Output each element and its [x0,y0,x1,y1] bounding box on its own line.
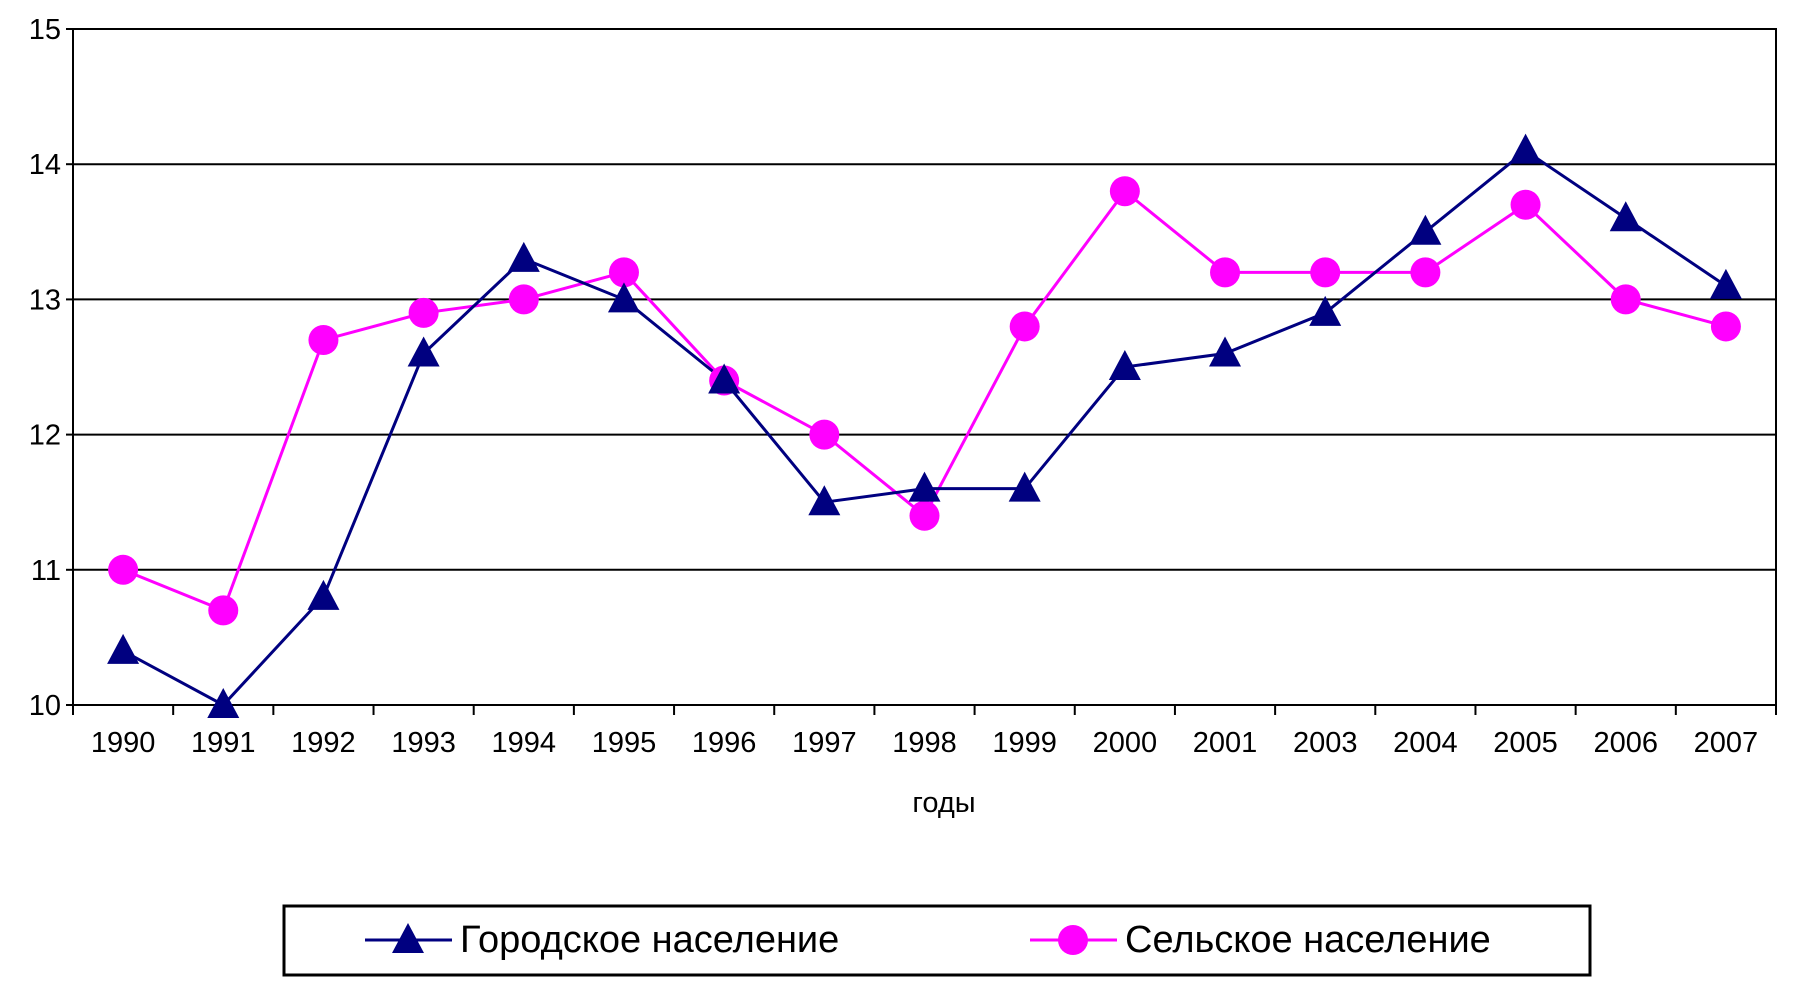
data-point-rural [909,500,940,531]
data-point-rural [408,297,439,328]
x-tick-label: 1993 [391,727,456,759]
data-point-urban [1108,350,1141,380]
x-tick-label: 1991 [191,727,256,759]
x-tick-label: 1997 [792,727,857,759]
x-axis-title: годы [912,787,975,819]
series-markers [107,133,1742,718]
y-axis-labels: 10 11 12 13 14 15 [29,14,73,722]
legend-entry-urban: Городское население [365,919,839,961]
x-tick-label: 1995 [592,727,657,759]
data-point-urban [307,579,340,610]
x-tick-label: 2004 [1393,727,1458,759]
data-point-rural [1510,189,1541,220]
data-point-urban [1209,336,1242,367]
data-point-rural [809,419,840,450]
data-point-urban [1509,133,1542,164]
data-point-rural [1310,257,1341,288]
legend-label-rural: Сельское население [1125,919,1491,961]
legend-marker-urban [392,923,424,953]
x-tick-label: 2005 [1493,727,1558,759]
x-tick-label: 2000 [1093,727,1158,759]
data-point-rural [208,595,239,626]
data-point-rural [608,257,639,288]
x-tick-label: 1992 [291,727,356,759]
x-axis-labels: 1990 1991 1992 1993 1994 1995 1996 1997 1998 1999… [91,727,1758,759]
x-tick-label: 1998 [892,727,957,759]
x-axis-ticks [72,705,1777,715]
y-tick-label: 11 [31,555,61,587]
grid-lines [73,163,1776,571]
data-point-urban [1409,214,1442,245]
x-tick-label: 2007 [1694,727,1759,759]
data-point-urban [1709,268,1742,299]
y-tick-label: 12 [29,420,61,452]
data-point-rural [1109,176,1140,207]
data-point-rural [508,284,539,315]
data-point-rural [108,554,139,585]
data-point-urban [908,471,941,502]
legend: Городское население Сельское население [282,904,1592,977]
data-point-urban [507,241,540,272]
y-tick-label: 15 [29,14,61,46]
data-point-rural [1210,257,1241,288]
data-point-urban [207,688,240,718]
x-tick-label: 2006 [1593,727,1658,759]
x-tick-label: 2003 [1293,727,1358,759]
data-point-urban [708,363,741,394]
x-tick-label: 1996 [692,727,757,759]
data-point-rural [1710,311,1741,342]
x-tick-label: 1994 [492,727,557,759]
data-point-rural [1410,257,1441,288]
x-tick-label: 1999 [992,727,1057,759]
data-point-rural [1009,311,1040,342]
legend-box [282,904,1592,977]
data-point-rural [308,324,339,355]
data-point-urban [107,633,140,664]
data-point-urban [808,485,841,516]
plot-area [72,28,1777,706]
data-point-urban [407,336,440,367]
x-tick-label: 2001 [1193,727,1258,759]
x-tick-label: 1990 [91,727,156,759]
y-tick-label: 10 [29,690,61,722]
data-point-urban [1008,471,1041,502]
y-tick-label: 13 [29,284,61,316]
data-point-urban [607,282,640,313]
y-tick-label: 14 [29,149,61,181]
legend-entry-rural: Сельское население [1030,919,1491,961]
legend-label-urban: Городское население [460,919,839,961]
legend-marker-rural [1058,925,1088,955]
data-point-rural [1610,284,1641,315]
data-point-urban [1309,295,1342,326]
data-point-urban [1609,201,1642,232]
